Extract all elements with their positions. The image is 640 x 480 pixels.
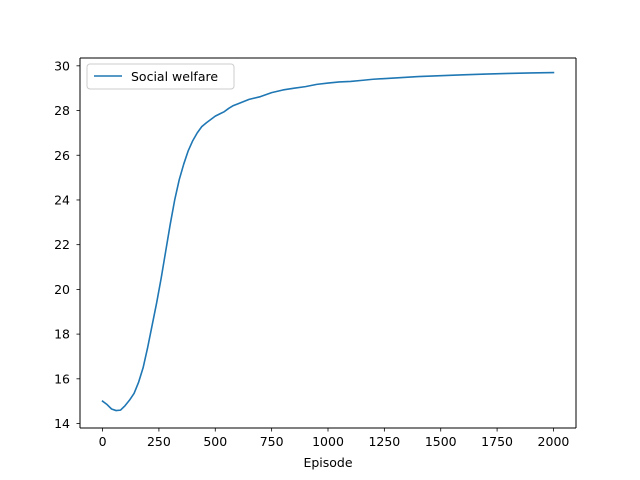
y-tick-label: 30 bbox=[54, 58, 70, 73]
x-tick-label: 1500 bbox=[425, 434, 457, 449]
y-tick-label: 24 bbox=[54, 192, 70, 207]
series-layer bbox=[101, 71, 555, 412]
y-tick-label: 26 bbox=[54, 148, 70, 163]
x-tick-label: 1750 bbox=[481, 434, 513, 449]
x-tick-label: 0 bbox=[99, 434, 107, 449]
legend-box bbox=[86, 63, 235, 90]
x-tick-label: 500 bbox=[203, 434, 227, 449]
legend: Social welfare bbox=[86, 63, 235, 90]
plot-area bbox=[80, 58, 576, 428]
y-tick-label: 14 bbox=[54, 416, 70, 431]
y-tick-label: 22 bbox=[54, 237, 70, 252]
axis-ticks: 0 250 500 750 1000 1250 1500 1750 2000 14 16 18 20 22… bbox=[54, 58, 569, 449]
y-tick-label: 16 bbox=[54, 371, 70, 386]
y-tick-label: 18 bbox=[54, 327, 70, 342]
y-tick-label: 28 bbox=[54, 103, 70, 118]
x-tick-label: 2000 bbox=[538, 434, 570, 449]
axes-frame bbox=[79, 57, 577, 429]
x-tick-label: 1250 bbox=[368, 434, 400, 449]
x-tick-label: 1000 bbox=[312, 434, 344, 449]
legend-label-social-welfare: Social welfare bbox=[131, 69, 218, 84]
x-tick-label: 250 bbox=[147, 434, 171, 449]
y-tick-label: 20 bbox=[54, 282, 70, 297]
x-tick-label: 750 bbox=[260, 434, 284, 449]
x-axis-label: Episode bbox=[303, 455, 352, 470]
series-line-social-welfare bbox=[101, 71, 555, 412]
